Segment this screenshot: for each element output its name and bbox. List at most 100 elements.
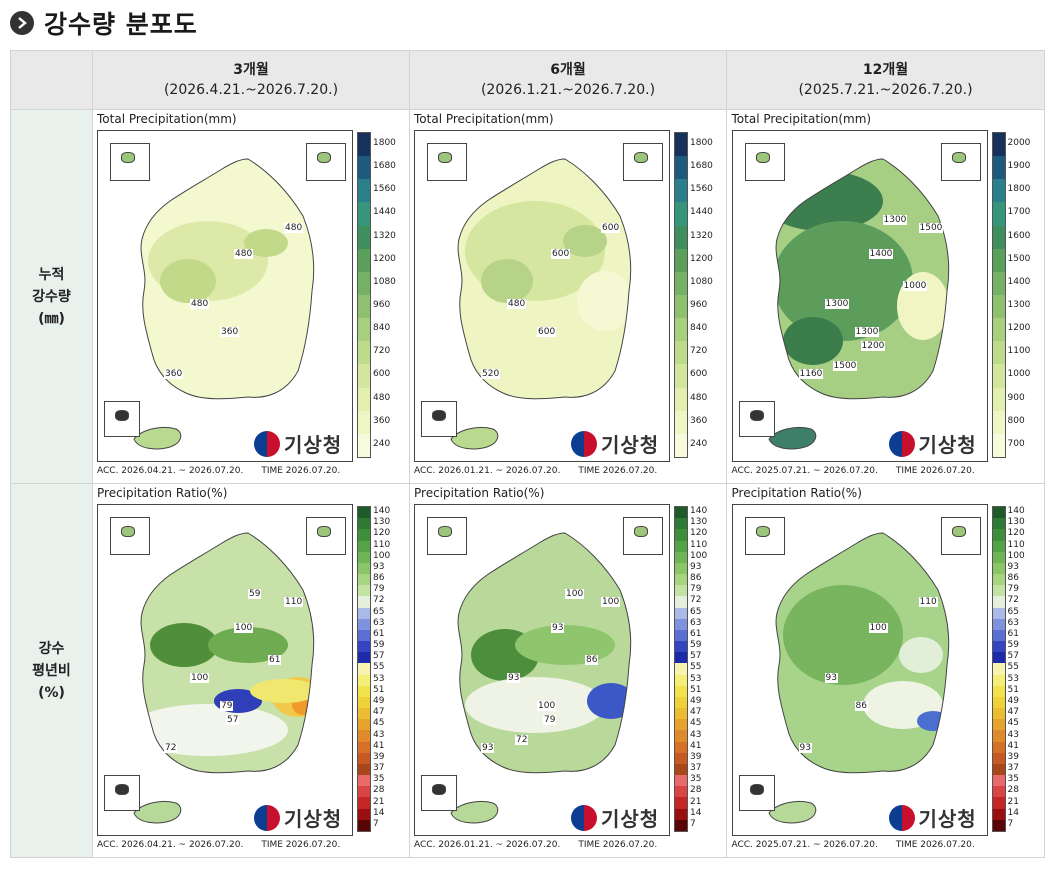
color-scale-tick-label: 86 [690, 573, 702, 584]
map-frame: 110 100 93 86 93 기상청 [731, 504, 988, 836]
jeju-island [450, 426, 499, 450]
jeju-island [133, 800, 182, 824]
ratio-map-panel-3m[interactable]: Precipitation Ratio(%) 110 100 100 79 72 61 59 5… [93, 484, 409, 857]
color-scale-swatch [675, 410, 687, 434]
color-scale-tick-label: 57 [690, 651, 702, 662]
color-scale-swatch [358, 540, 370, 552]
column-range: (2025.7.21.~2026.7.20.) [798, 82, 973, 98]
contour-value-label: 61 [268, 655, 282, 665]
color-scale-swatch [675, 730, 687, 742]
color-scale-swatch [992, 786, 1005, 798]
color-scale-swatch [358, 696, 370, 709]
color-scale-swatch [992, 225, 1005, 249]
color-scale-tick-label: 63 [373, 617, 385, 628]
color-scale-tick-label: 1440 [373, 207, 396, 218]
color-scale-tick-label: 79 [373, 584, 385, 595]
color-scale-swatch [358, 433, 370, 457]
ratio-map-panel-12m[interactable]: Precipitation Ratio(%) 110 100 93 86 93 기상청 140… [728, 484, 1044, 857]
island-inset-tr [940, 143, 981, 181]
color-scale-tick-label: 110 [690, 539, 708, 550]
acc-map-panel-3m[interactable]: Total Precipitation(mm) 480 480 480 360 360 기상… [93, 110, 409, 483]
color-scale-swatch [358, 387, 370, 411]
color-scale-swatch [675, 156, 687, 180]
color-scale-swatch [358, 819, 370, 831]
color-scale-tick-label: 840 [690, 323, 708, 334]
color-scale-tick-label: 37 [373, 763, 385, 774]
contour-value-label: 59 [248, 589, 262, 599]
color-scale-swatch [992, 341, 1005, 365]
color-scale-swatch [992, 775, 1005, 787]
color-scale-tick-label: 47 [1007, 707, 1019, 718]
contour-region [250, 679, 314, 703]
color-scale-swatch [675, 202, 687, 226]
column-header-12m: 12개월 (2025.7.21.~2026.7.20.) [726, 50, 1045, 110]
color-scale-swatch [675, 540, 687, 552]
island-inset-tr [623, 143, 663, 181]
color-scale-swatch [675, 507, 687, 519]
ratio-map-panel-6m[interactable]: Precipitation Ratio(%) 100 93 93 100 93 86 100 7… [410, 484, 726, 857]
contour-value-label: 100 [190, 673, 210, 683]
island-inset-bl [104, 775, 140, 811]
coastline [775, 158, 949, 400]
color-scale-tick-label: 61 [1007, 628, 1019, 639]
header-row: 3개월 (2026.4.21.~2026.7.20.) 6개월 (2026.1.… [10, 50, 1045, 110]
contour-value-label: 86 [585, 655, 599, 665]
corner-cell [10, 50, 93, 110]
kma-emblem-icon [888, 430, 915, 457]
color-scale-tick-label: 28 [373, 785, 385, 796]
color-scale-swatch [675, 585, 687, 597]
contour-value-label: 1500 [918, 223, 944, 233]
panel-footer: ACC. 2026.01.21. ~ 2026.07.20. TIME 2026.… [414, 840, 657, 850]
contour-value-label: 79 [543, 715, 557, 725]
color-scale-tick-label: 480 [373, 392, 391, 403]
color-scale-swatch [992, 318, 1005, 342]
acc-map-panel-6m[interactable]: Total Precipitation(mm) 600 600 480 600 520 기상… [410, 110, 726, 483]
color-scale-tick-label: 2000 [1007, 138, 1031, 149]
color-scale-swatch [358, 719, 370, 731]
color-scale-tick-label: 1100 [1007, 346, 1031, 357]
color-scale-tick-label: 39 [1007, 751, 1019, 762]
row-label-line: 평년비 [32, 662, 71, 679]
color-scale-swatch [358, 585, 370, 597]
korea-map [450, 158, 632, 450]
analysis-time: TIME 2026.07.20. [578, 840, 658, 850]
color-scale-tick-label: 53 [690, 673, 702, 684]
contour-value-label: 1300 [854, 327, 880, 337]
color-scale-tick-label: 900 [1007, 392, 1025, 403]
color-scale-swatch [358, 674, 370, 686]
color-scale-bar [991, 132, 1006, 458]
contour-region [141, 704, 288, 756]
contour-region [563, 225, 607, 257]
color-scale-tick-label: 72 [690, 595, 702, 606]
contour-value-label: 93 [507, 673, 521, 683]
color-scale-tick-label: 120 [373, 528, 391, 539]
island-inset-tr [623, 517, 663, 555]
color-scale-swatch [358, 551, 370, 563]
contour-value-label: 1500 [832, 361, 858, 371]
color-scale-tick-label: 39 [373, 751, 385, 762]
color-scale-swatch [992, 797, 1005, 809]
analysis-time: TIME 2026.07.20. [895, 840, 975, 850]
color-scale-tick-label: 240 [690, 438, 708, 449]
color-scale-tick-label: 1560 [373, 184, 396, 195]
color-scale-swatch [358, 775, 370, 787]
color-scale-swatch [358, 507, 370, 519]
color-scale-tick-label: 53 [373, 673, 385, 684]
panel-title: Precipitation Ratio(%) [414, 486, 545, 500]
color-scale-tick-label: 130 [1007, 517, 1025, 528]
contour-region [244, 229, 288, 257]
acc-map-panel-12m[interactable]: Total Precipitation(mm) 1500 1400 1300 1300 1… [728, 110, 1044, 483]
color-scale-tick-label: 360 [690, 415, 708, 426]
color-scale-tick-label: 600 [690, 369, 708, 380]
color-scale-swatch [675, 819, 687, 831]
color-scale-tick-label: 93 [1007, 561, 1019, 572]
contour-value-label: 86 [854, 701, 868, 711]
color-scale-swatch [992, 618, 1005, 630]
column-range: (2026.4.21.~2026.7.20.) [163, 82, 339, 98]
color-scale-tick-label: 65 [1007, 606, 1019, 617]
color-scale-tick-label: 1440 [690, 207, 713, 218]
color-scale-swatch [358, 596, 370, 608]
contour-region [782, 317, 843, 365]
analysis-time: TIME 2026.07.20. [261, 466, 341, 476]
contour-region [587, 683, 631, 719]
